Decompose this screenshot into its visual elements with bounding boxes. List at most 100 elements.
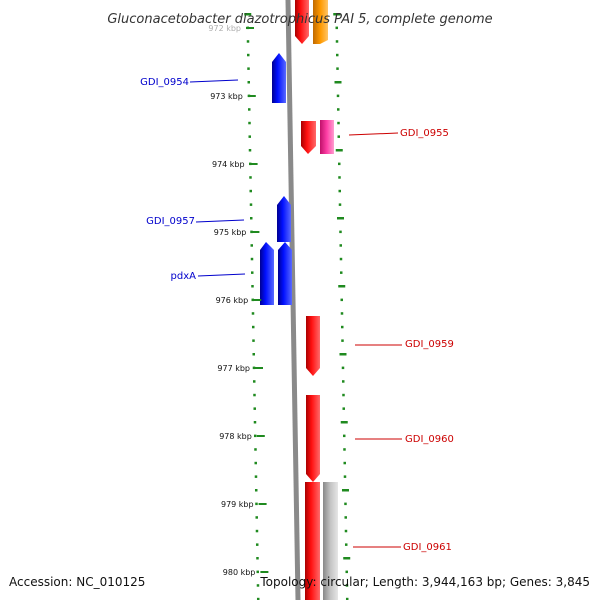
inner-dotted-guide (244, 13, 260, 600)
guide-dot (343, 475, 347, 478)
guide-dot (250, 257, 254, 261)
guide-dot (337, 121, 340, 125)
guide-dot (247, 67, 250, 70)
leader-lines (189, 79, 402, 548)
gene-label-gdi-0961[interactable]: GDI_0961 (403, 542, 452, 553)
guide-dot (246, 40, 250, 43)
guide-dot (335, 26, 339, 30)
accession-label: Accession: NC_010125 (9, 575, 145, 589)
guide-dot (251, 285, 254, 288)
guide-dot (249, 189, 252, 193)
guide-dot (340, 298, 343, 302)
guide-dot (247, 53, 250, 57)
guide-dot (255, 543, 259, 546)
guide-dot (256, 597, 260, 600)
gene-label-gdi-0957[interactable]: GDI_0957 (146, 216, 195, 227)
gene-arrow-gdi-0955-a[interactable] (301, 121, 316, 154)
guide-dot (338, 285, 346, 288)
guide-dot (338, 203, 342, 206)
gene-arrow-pdxa-a[interactable] (260, 242, 274, 305)
guide-dot (249, 203, 253, 206)
leader-line-pdxa (197, 273, 246, 277)
guide-dot (345, 597, 349, 600)
gene-label-gdi-0960[interactable]: GDI_0960 (405, 434, 454, 445)
guide-dot (339, 257, 343, 261)
guide-dot (252, 366, 256, 370)
guide-dot (344, 502, 347, 506)
guide-dot (343, 461, 346, 465)
backbone-arc (285, 0, 301, 600)
guide-dot (252, 353, 255, 356)
guide-dot (338, 176, 341, 179)
guide-dot (252, 339, 255, 342)
kbp-tick-label: 974 kbp (212, 160, 245, 169)
gene-arrow-gdi-0957[interactable] (277, 196, 291, 242)
guide-dot (252, 380, 256, 383)
guide-dot (341, 366, 345, 370)
guide-dot (340, 312, 344, 315)
guide-dot (248, 108, 251, 111)
guide-dot (244, 13, 252, 16)
guide-dot (339, 353, 347, 356)
kbp-tick-label: 975 kbp (214, 228, 247, 237)
kbp-tick-label: 973 kbp (210, 92, 243, 101)
guide-dot (255, 516, 258, 519)
kbp-tick-label: 972 kbp (208, 24, 241, 33)
gene-label-gdi-0955[interactable]: GDI_0955 (400, 128, 449, 139)
kbp-tick-label: 978 kbp (219, 432, 252, 441)
guide-dot (344, 543, 348, 546)
guide-dot (342, 407, 345, 410)
guide-dot (338, 189, 341, 193)
guide-dot (341, 489, 349, 492)
guide-dot (254, 489, 258, 492)
gene-arrow-gdi-0961[interactable] (305, 482, 320, 600)
guide-dot (256, 557, 259, 560)
guide-dot (251, 325, 255, 329)
guide-dot (341, 380, 345, 383)
gene-arrow-gdi-0954[interactable] (272, 53, 286, 103)
kbp-tick-label: 977 kbp (217, 364, 250, 373)
guide-dot (342, 393, 345, 397)
guide-dot (340, 421, 348, 424)
outer-dotted-guide (333, 13, 351, 600)
gene-arrow-gdi-0955-b[interactable] (320, 120, 334, 154)
guide-dot (247, 81, 251, 84)
map-title: Gluconacetobacter diazotrophicus PAI 5, … (107, 12, 492, 27)
gene-arrow-red[interactable] (295, 0, 309, 44)
gene-arrow-grey[interactable] (323, 482, 338, 600)
guide-dot (339, 244, 342, 247)
gene-label-gdi-0959[interactable]: GDI_0959 (405, 339, 454, 350)
gene-arrow-pdxa-b[interactable] (278, 242, 292, 305)
guide-dot (256, 570, 259, 574)
guide-dot (254, 461, 257, 465)
guide-dot (339, 230, 342, 234)
guide-dot (337, 108, 340, 111)
topology-label: Topology: circular; Length: 3,944,163 bp… (259, 575, 590, 589)
gene-arrow-orange[interactable] (313, 0, 328, 44)
gene-arrow-gdi-0959[interactable] (306, 316, 320, 376)
guide-dot (341, 339, 344, 342)
kbp-tick-label: 979 kbp (221, 500, 254, 509)
gene-features (260, 0, 338, 600)
guide-dot (336, 94, 340, 98)
guide-dot (344, 529, 348, 533)
guide-dot (253, 434, 257, 438)
gene-label-gdi-0954[interactable]: GDI_0954 (140, 77, 189, 88)
guide-dot (334, 81, 342, 84)
guide-dot (335, 40, 339, 43)
leader-line-gdi-0955 (348, 132, 399, 136)
guide-dot (248, 121, 251, 125)
guide-dot (253, 393, 256, 397)
gene-label-pdxa[interactable]: pdxA (171, 271, 197, 282)
leader-line-gdi-0957 (195, 219, 245, 223)
gene-arrow-gdi-0960[interactable] (306, 395, 320, 482)
guide-dot (342, 434, 346, 438)
guide-dot (253, 407, 256, 410)
guide-dot (336, 67, 339, 70)
guide-dot (248, 149, 252, 152)
kbp-tick-label: 976 kbp (216, 296, 249, 305)
guide-dot (343, 448, 346, 451)
guide-dot (250, 244, 253, 247)
